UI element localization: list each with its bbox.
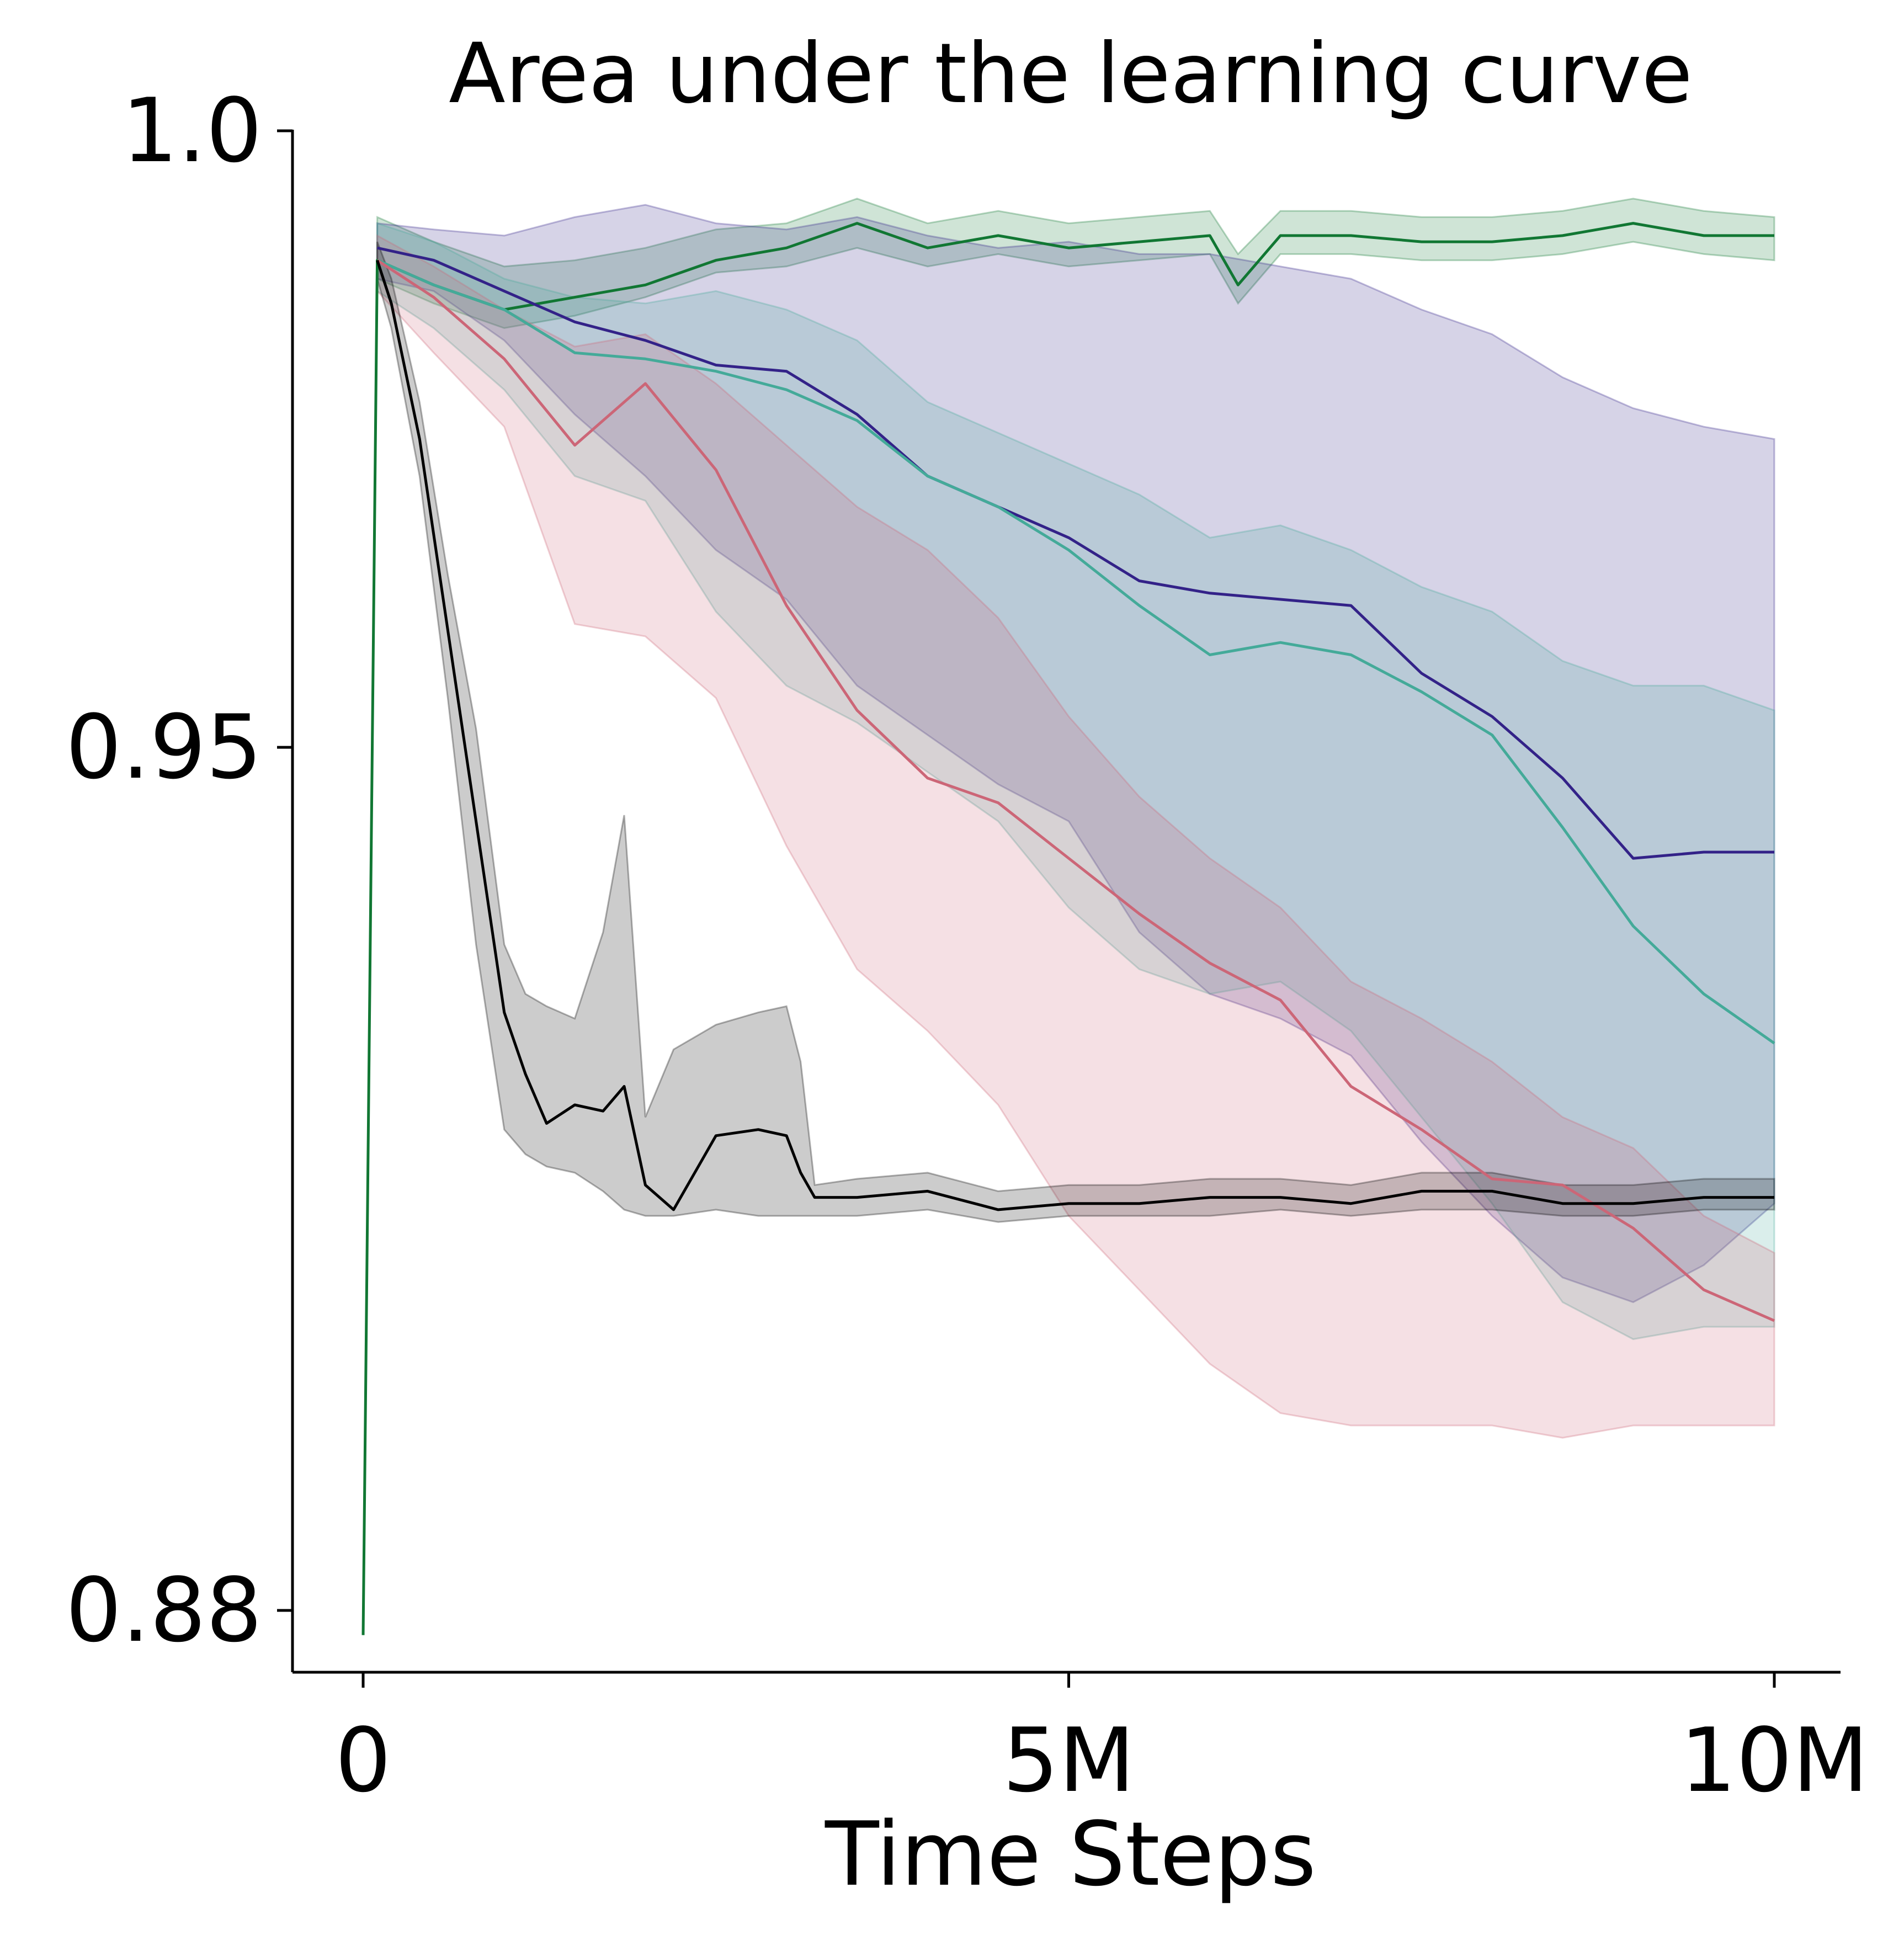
tick-labels: 1.0 0.95 0.88 0 5M 10M xyxy=(66,79,1869,1812)
y-tick-label: 0.95 xyxy=(66,695,262,799)
series-2-band xyxy=(376,222,1775,1341)
y-tick-label: 0.88 xyxy=(66,1559,262,1662)
series-0-band xyxy=(362,198,1775,1635)
series-3-line xyxy=(376,259,1775,1322)
x-tick-label: 0 xyxy=(335,1709,391,1812)
series-4-band xyxy=(376,241,1775,1223)
series-1-line xyxy=(377,246,1774,860)
y-tick-label: 1.0 xyxy=(122,79,262,182)
series-2-line xyxy=(376,259,1775,1045)
x-tick-label: 10M xyxy=(1680,1709,1869,1812)
x-axis-label: Time Steps xyxy=(825,1802,1316,1906)
series-0-line xyxy=(361,222,1774,1635)
series-lines xyxy=(361,222,1775,1635)
axes xyxy=(291,130,1841,1674)
series-1-band xyxy=(376,204,1775,1304)
x-tick-label: 5M xyxy=(1003,1709,1135,1812)
chart-title: Area under the learning curve xyxy=(449,26,1693,122)
series-4-line xyxy=(376,259,1774,1211)
confidence-bands xyxy=(362,198,1775,1635)
series-3-band xyxy=(376,234,1775,1439)
